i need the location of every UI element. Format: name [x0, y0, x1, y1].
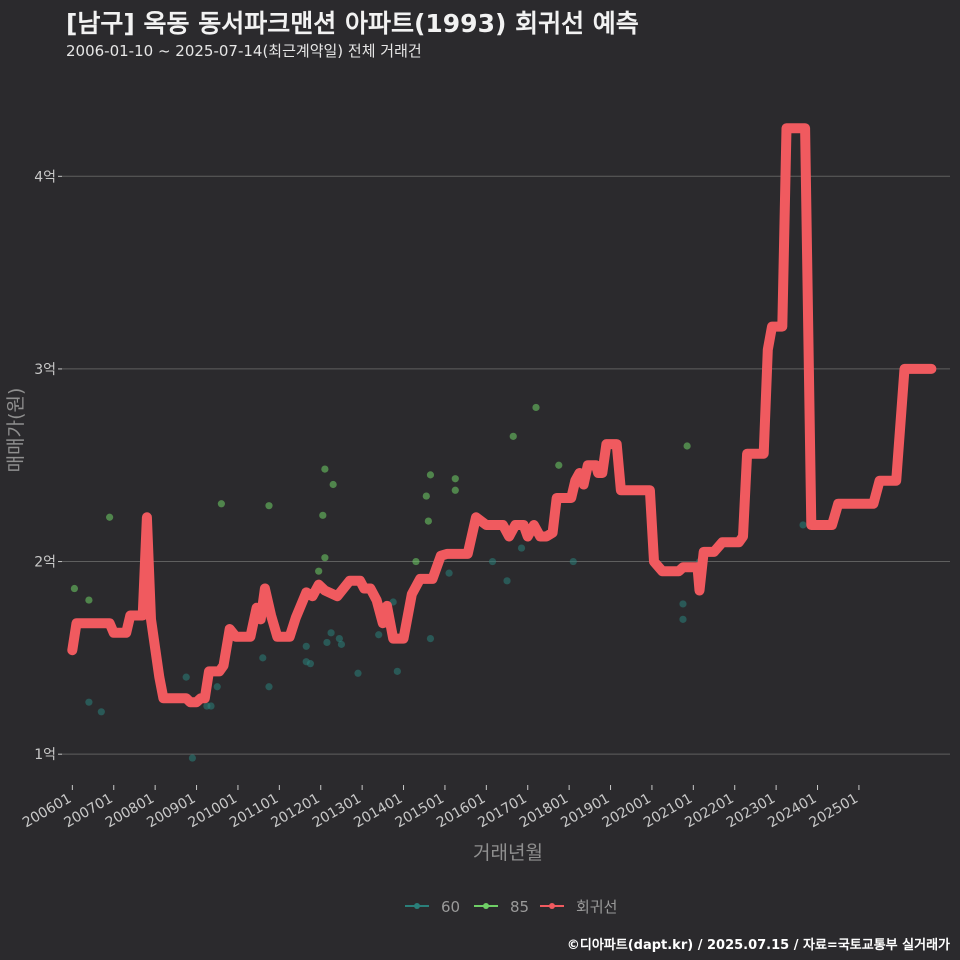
data-point-85 [315, 567, 323, 575]
data-point-85 [424, 517, 432, 525]
legend: 60 85 회귀선 [405, 898, 617, 916]
y-tick-label: 4억 [34, 169, 56, 185]
x-axis: 2006012007012008012009012010012011012012… [20, 785, 861, 831]
data-point-85 [321, 554, 329, 562]
legend-item-2: 회귀선 [540, 898, 617, 916]
data-point-85 [426, 471, 435, 479]
data-point-60 [259, 654, 267, 662]
data-point-60 [85, 698, 93, 706]
data-point-60 [207, 702, 215, 710]
data-point-60 [188, 754, 197, 762]
legend-label: 회귀선 [576, 898, 617, 916]
data-point-60 [503, 577, 511, 585]
legend-label: 60 [441, 898, 460, 916]
data-point-85 [265, 502, 273, 510]
data-point-85 [451, 475, 459, 483]
data-point-85 [329, 480, 337, 489]
data-point-60 [488, 557, 497, 566]
y-tick-label: 1억 [34, 747, 56, 763]
data-point-60 [679, 600, 687, 608]
data-point-85 [509, 432, 517, 440]
data-point-60 [354, 669, 362, 677]
data-point-60 [335, 635, 343, 643]
data-point-60 [265, 683, 273, 691]
data-point-85 [451, 486, 459, 494]
legend-key-dot [549, 903, 555, 909]
grid-lines [62, 175, 950, 755]
source-caption: ©디아파트(dapt.kr) / 2025.07.15 / 자료=국토교통부 실… [566, 938, 950, 953]
data-point-60 [375, 631, 383, 639]
data-point-85 [70, 584, 79, 593]
y-axis: 1억 2억 3억 4억 [34, 169, 62, 763]
x-axis-label: 거래년월 [473, 842, 543, 864]
legend-key-dot [483, 903, 489, 909]
data-point-85 [319, 511, 327, 519]
data-point-85 [217, 500, 225, 508]
data-point-60 [393, 667, 401, 675]
data-point-85 [422, 492, 430, 500]
data-point-60 [799, 521, 807, 529]
data-point-85 [85, 596, 93, 604]
data-point-85 [555, 461, 563, 469]
data-point-60 [517, 544, 526, 552]
data-point-60 [337, 640, 346, 648]
legend-label: 85 [510, 898, 529, 916]
data-point-85 [321, 465, 329, 473]
y-axis-label: 매매가(원) [5, 388, 27, 473]
legend-key-dot [414, 903, 420, 909]
data-point-60 [569, 557, 577, 566]
data-point-60 [426, 635, 435, 643]
data-point-60 [445, 569, 453, 577]
regression-path [67, 123, 937, 708]
scatter-points [70, 403, 834, 762]
data-point-60 [213, 683, 221, 691]
data-point-60 [323, 638, 331, 647]
data-point-85 [412, 557, 420, 566]
data-point-85 [683, 442, 691, 450]
data-point-60 [679, 615, 687, 623]
data-point-60 [302, 642, 310, 650]
regression-line [67, 123, 937, 708]
data-point-60 [327, 629, 335, 637]
data-point-60 [306, 660, 314, 668]
chart-subtitle: 2006-01-10 ~ 2025-07-14(최근계약일) 전체 거래건 [66, 42, 422, 60]
data-point-85 [106, 513, 114, 521]
legend-item-0: 60 [405, 898, 460, 916]
legend-item-1: 85 [474, 898, 529, 916]
data-point-85 [532, 403, 540, 412]
data-point-60 [97, 708, 105, 716]
chart-title: [남구] 옥동 동서파크맨션 아파트(1993) 회귀선 예측 [66, 9, 639, 38]
y-tick-label: 2억 [34, 555, 56, 571]
data-point-60 [182, 673, 190, 681]
y-tick-label: 3억 [34, 362, 56, 378]
